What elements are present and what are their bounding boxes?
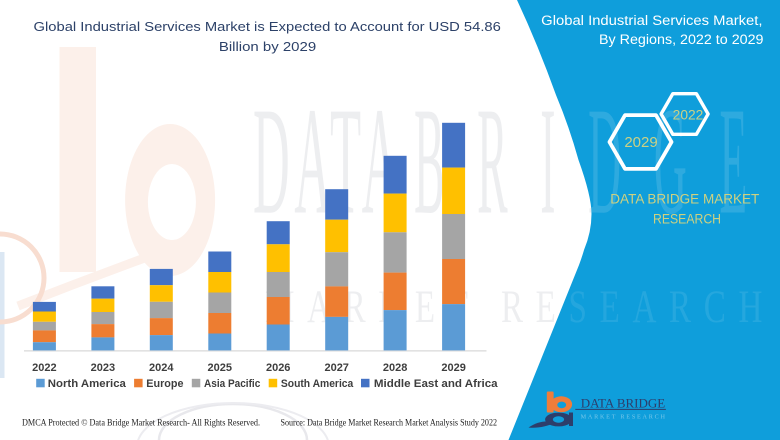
svg-text:North America: North America xyxy=(48,378,127,390)
svg-text:2023: 2023 xyxy=(91,362,115,374)
svg-text:2022: 2022 xyxy=(32,362,56,374)
svg-text:MARKET RESEARCH: MARKET RESEARCH xyxy=(581,414,666,421)
svg-text:DATA BRIDGE MARKET: DATA BRIDGE MARKET xyxy=(610,192,759,207)
svg-text:Asia Pacific: Asia Pacific xyxy=(204,378,260,390)
svg-text:2026: 2026 xyxy=(266,362,290,374)
svg-text:2024: 2024 xyxy=(149,362,174,374)
svg-text:2025: 2025 xyxy=(208,362,232,374)
svg-text:RESEARCH: RESEARCH xyxy=(653,211,721,226)
svg-text:2027: 2027 xyxy=(324,362,348,374)
svg-text:Europe: Europe xyxy=(146,378,183,390)
svg-text:2028: 2028 xyxy=(383,362,407,374)
svg-text:DATA BRIDGE: DATA BRIDGE xyxy=(581,395,666,410)
svg-text:By Regions, 2022 to 2029: By Regions, 2022 to 2029 xyxy=(599,32,764,48)
svg-text:Global Industrial Services Ma: Global Industrial Services Market, xyxy=(541,13,762,29)
svg-text:DMCA Protected © Data Bridge M: DMCA Protected © Data Bridge Market Rese… xyxy=(22,418,260,429)
svg-text:2029: 2029 xyxy=(441,362,465,374)
svg-text:South America: South America xyxy=(281,378,354,390)
svg-text:Billion by 2029: Billion by 2029 xyxy=(219,39,316,54)
svg-text:Global Industrial Services Ma: Global Industrial Services Market is Exp… xyxy=(34,19,501,34)
svg-text:Source: Data Bridge Market Res: Source: Data Bridge Market Research Mark… xyxy=(281,419,498,429)
svg-text:2029: 2029 xyxy=(624,134,657,151)
svg-text:Middle East and Africa: Middle East and Africa xyxy=(374,378,499,390)
svg-text:DATA: DATA xyxy=(253,77,403,247)
svg-text:2022: 2022 xyxy=(673,107,704,122)
